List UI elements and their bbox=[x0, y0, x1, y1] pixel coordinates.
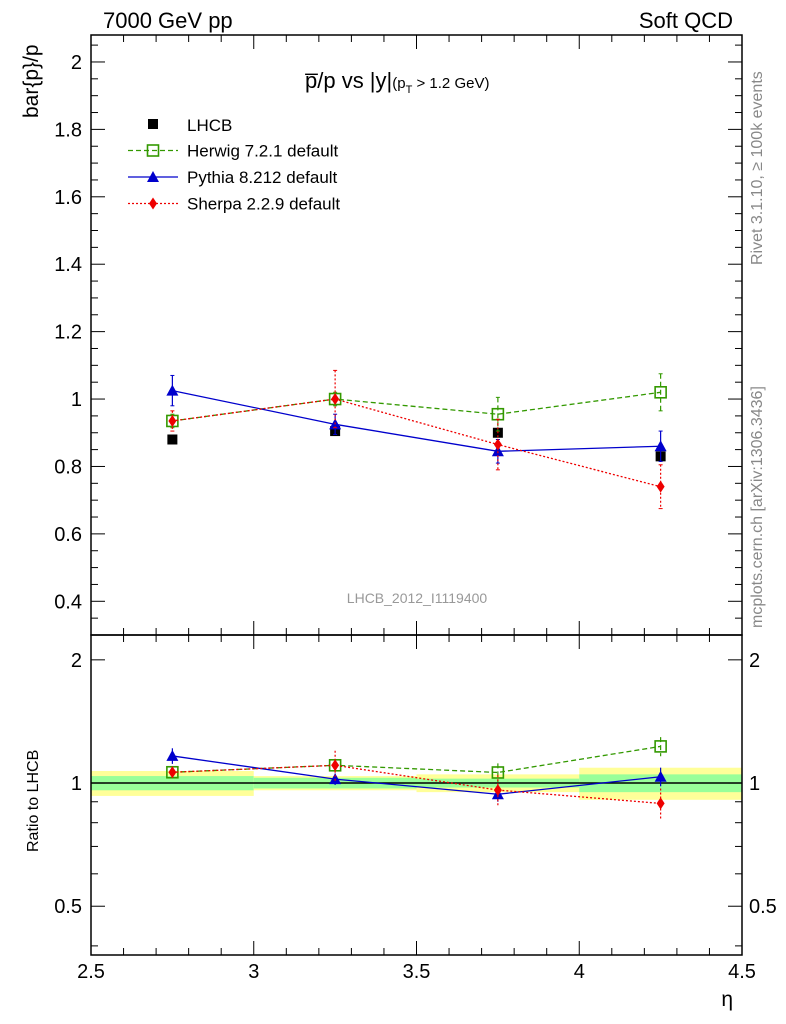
y-axis-label: bar{p}/p bbox=[20, 44, 43, 118]
title-cut-rest: > 1.2 GeV) bbox=[412, 75, 489, 92]
legend-label: Pythia 8.212 default bbox=[187, 168, 338, 187]
series-point bbox=[168, 414, 177, 427]
series-point bbox=[166, 384, 179, 396]
y-tick-label: 1.8 bbox=[54, 119, 82, 141]
ratio-tick-label-right: 2 bbox=[749, 650, 760, 672]
uncertainty-bands bbox=[91, 767, 742, 800]
legend-marker bbox=[146, 144, 160, 157]
ratio-series bbox=[166, 737, 667, 820]
series-point bbox=[654, 440, 667, 452]
watermark: LHCB_2012_I1119400 bbox=[347, 590, 488, 606]
y-tick-label: 1 bbox=[71, 389, 82, 411]
plot-frames bbox=[90, 34, 743, 956]
ratio-point bbox=[656, 797, 665, 810]
axis-ticks bbox=[90, 35, 743, 955]
x-tick-label: 2.5 bbox=[77, 961, 105, 983]
legend-label: Sherpa 2.2.9 default bbox=[187, 195, 340, 214]
ratio-series-line bbox=[172, 755, 661, 795]
ratio-point bbox=[654, 770, 667, 782]
legend-label: LHCB bbox=[187, 116, 232, 135]
ratio-point bbox=[491, 766, 505, 779]
series-line bbox=[172, 391, 661, 422]
ratio-tick-label: 0.5 bbox=[54, 896, 82, 918]
header-left: 7000 GeV pp bbox=[103, 8, 233, 33]
y-tick-label: 1.6 bbox=[54, 187, 82, 209]
ratio-tick-label: 1 bbox=[71, 773, 82, 795]
x-tick-label: 3.5 bbox=[403, 961, 431, 983]
data-point bbox=[167, 434, 178, 445]
series-line bbox=[172, 398, 661, 488]
y-tick-label: 0.4 bbox=[54, 591, 82, 613]
ratio-point bbox=[329, 773, 342, 785]
legend: LHCB Herwig 7.2.1 default Pythia 8.212 def… bbox=[128, 116, 340, 214]
ratio-axis-label: Ratio to LHCB bbox=[25, 750, 42, 852]
title-cut-sub: T bbox=[406, 84, 413, 96]
x-tick-label: 3 bbox=[248, 961, 259, 983]
legend-marker bbox=[147, 171, 159, 182]
ratio-point bbox=[493, 784, 502, 797]
ratio-point bbox=[654, 740, 667, 753]
series-point bbox=[331, 393, 340, 406]
ratio-tick-label: 2 bbox=[71, 650, 82, 672]
y-tick-label: 2 bbox=[71, 52, 82, 74]
rivet-label: Rivet 3.1.10, ≥ 100k events bbox=[749, 71, 766, 265]
title-main: p̅/p vs |y| bbox=[304, 68, 392, 93]
y-tick-label: 1.2 bbox=[54, 322, 82, 344]
y-tick-label: 0.6 bbox=[54, 524, 82, 546]
ratio-point bbox=[168, 766, 177, 779]
ratio-point bbox=[166, 749, 179, 761]
x-tick-label: 4 bbox=[574, 961, 585, 983]
ratio-frame bbox=[90, 634, 743, 956]
ratio-series-line bbox=[172, 764, 661, 805]
y-tick-label: 0.8 bbox=[54, 456, 82, 478]
legend-marker bbox=[149, 197, 157, 210]
main-series bbox=[166, 369, 667, 510]
series-point bbox=[654, 386, 667, 399]
series-line bbox=[172, 389, 661, 452]
x-axis-label: η bbox=[721, 988, 733, 1011]
series-point bbox=[656, 480, 665, 493]
legend-label: Herwig 7.2.1 default bbox=[187, 142, 338, 161]
ratio-tick-label-right: 1 bbox=[749, 773, 760, 795]
series-point bbox=[491, 445, 504, 457]
ratio-point bbox=[331, 759, 340, 772]
y-tick-label: 1.4 bbox=[54, 254, 82, 276]
main-title: p̅/p vs |y|(pT > 1.2 GeV) bbox=[304, 68, 489, 96]
title-cut: (p bbox=[392, 75, 405, 92]
header-right: Soft QCD bbox=[639, 8, 733, 33]
series-point bbox=[493, 438, 502, 451]
svg-text:p̅/p vs |y|(pT > 1.2 GeV): p̅/p vs |y|(pT > 1.2 GeV) bbox=[304, 68, 489, 96]
mcplots-label: mcplots.cern.ch [arXiv:1306.3436] bbox=[749, 386, 766, 628]
ratio-tick-label-right: 0.5 bbox=[749, 896, 777, 918]
x-tick-label: 4.5 bbox=[728, 961, 756, 983]
legend-marker bbox=[148, 119, 158, 129]
tick-labels: 2.5 3 3.5 4 4.5 0.4 0.6 0.8 1 1.2 1.4 1.6 1.8 2 0.5 0.5… bbox=[54, 52, 777, 983]
